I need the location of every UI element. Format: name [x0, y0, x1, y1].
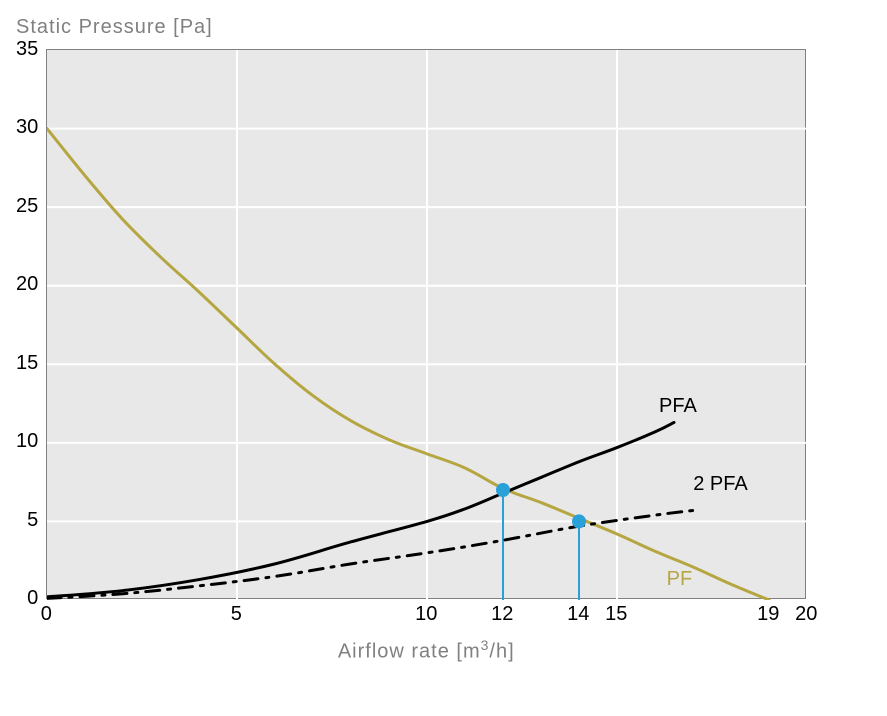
series-label-pf: PF [667, 568, 693, 591]
y-tick-label: 0 [27, 587, 38, 610]
x-axis-title: Airflow rate [m3/h] [46, 637, 806, 664]
pressure-flow-chart: Static Pressure [Pa] 35302520151050 PFPF… [16, 16, 871, 664]
x-tick-label: 5 [231, 603, 242, 626]
series-label-pfa: PFA [659, 395, 697, 418]
y-tick-label: 35 [16, 38, 38, 61]
y-tick-label: 5 [27, 509, 38, 532]
x-callout-label: 14 [567, 603, 589, 626]
x-callout-label: 12 [491, 603, 513, 626]
y-tick-label: 20 [16, 273, 38, 296]
y-tick-label: 15 [16, 352, 38, 375]
y-tick-label: 25 [16, 195, 38, 218]
plot-area: PF PFA 2 PFA [46, 49, 806, 599]
y-tick-label: 30 [16, 116, 38, 139]
y-axis-title: Static Pressure [Pa] [16, 16, 871, 39]
y-axis-ticks: 35 30 25 20 15 10 5 0 [16, 38, 46, 610]
x-tick-label: 10 [415, 603, 437, 626]
x-tick-label: 0 [41, 603, 52, 626]
series-label-2-pfa: 2 PFA [693, 473, 747, 496]
x-axis-ticks: 05101520121419 [46, 599, 806, 627]
x-tick-label: 15 [605, 603, 627, 626]
x-tick-label: 20 [795, 603, 817, 626]
y-tick-label: 10 [16, 430, 38, 453]
x-callout-label: 19 [757, 603, 779, 626]
